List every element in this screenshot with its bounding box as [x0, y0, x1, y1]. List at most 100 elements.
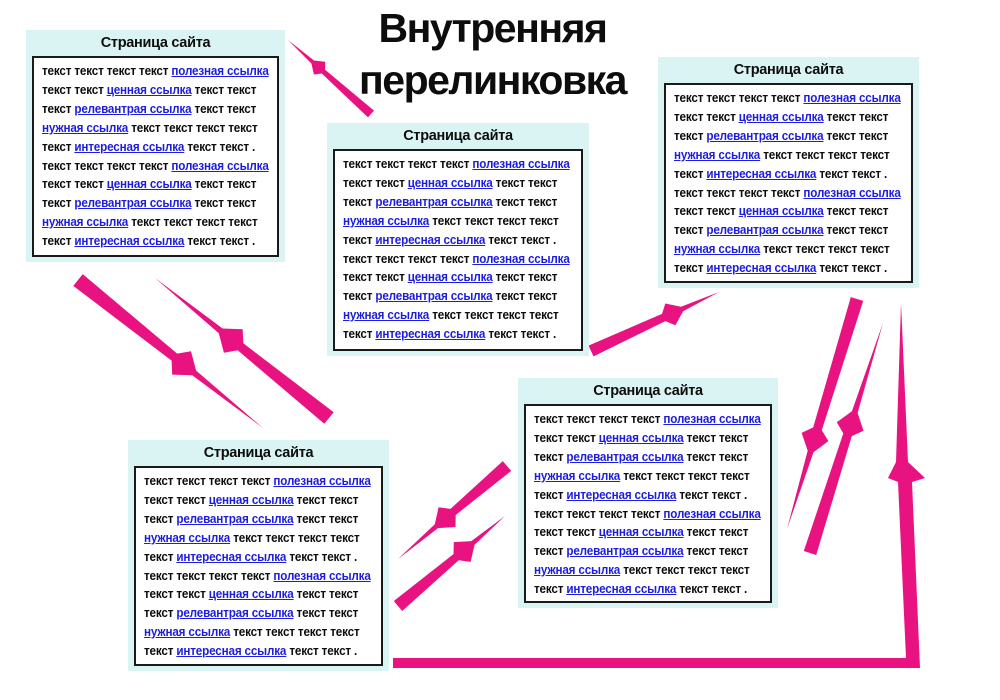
internal-link[interactable]: полезная ссылка [171, 157, 269, 173]
plain-text: текст [674, 222, 707, 238]
plain-text: текст текст текст текст [144, 473, 274, 488]
internal-link[interactable]: ценная ссылка [598, 429, 684, 445]
page-text-line: нужная ссылка текст текст текст текст [343, 212, 559, 231]
internal-link[interactable]: интересная ссылка [375, 326, 486, 342]
page-text-line: текст текст текст текст полезная ссылка [674, 89, 901, 108]
internal-link[interactable]: нужная ссылка [534, 467, 621, 483]
internal-link[interactable]: ценная ссылка [738, 108, 824, 124]
internal-link[interactable]: ценная ссылка [407, 269, 493, 285]
plain-text: текст текст текст текст [42, 157, 172, 173]
card-header: Страница сайта [403, 128, 513, 144]
plain-text: текст текст [293, 491, 359, 507]
link-arrow-page-bottom-left-to-page-top-left [155, 278, 334, 424]
page-text-line: текст интересная ссылка текст текст . [42, 232, 255, 251]
plain-text: текст текст . [184, 233, 256, 249]
plain-text: текст [534, 581, 567, 597]
plain-text: текст текст [534, 524, 599, 540]
internal-link[interactable]: полезная ссылка [803, 90, 901, 105]
internal-link[interactable]: интересная ссылка [566, 486, 677, 502]
internal-link[interactable]: релевантрая ссылка [375, 193, 493, 209]
plain-text: текст текст текст текст [230, 529, 360, 545]
internal-link[interactable]: ценная ссылка [598, 524, 684, 540]
internal-link[interactable]: релевантрая ссылка [566, 448, 684, 464]
page-text-line: текст интересная ссылка текст текст . [343, 325, 556, 344]
internal-link[interactable]: полезная ссылка [273, 567, 371, 583]
internal-link[interactable]: релевантрая ссылка [74, 195, 192, 211]
internal-link[interactable]: полезная ссылка [273, 473, 371, 488]
internal-link[interactable]: нужная ссылка [144, 624, 231, 640]
internal-link[interactable]: полезная ссылка [472, 250, 570, 266]
plain-text: текст текст [683, 543, 749, 559]
plain-text: текст текст . [286, 548, 358, 564]
internal-link[interactable]: интересная ссылка [176, 643, 287, 659]
plain-text: текст [343, 288, 376, 304]
internal-link[interactable]: нужная ссылка [343, 212, 430, 228]
plain-text: текст [42, 195, 75, 211]
internal-link[interactable]: полезная ссылка [663, 411, 761, 426]
page-text-line: нужная ссылка текст текст текст текст [42, 119, 258, 138]
internal-link[interactable]: интересная ссылка [706, 260, 817, 276]
internal-link[interactable]: полезная ссылка [171, 63, 269, 78]
internal-link[interactable]: релевантрая ссылка [176, 510, 294, 526]
internal-link[interactable]: нужная ссылка [674, 146, 761, 162]
internal-link[interactable]: нужная ссылка [674, 241, 761, 257]
plain-text: текст текст текст текст [128, 214, 258, 230]
plain-text: текст текст [683, 429, 749, 445]
page-text-line: текст текст ценная ссылка текст текст [674, 108, 888, 127]
internal-link[interactable]: релевантрая ссылка [74, 100, 192, 116]
plain-text: текст текст [343, 174, 408, 190]
page-text-line: текст интересная ссылка текст текст . [674, 259, 887, 278]
page-text-line: текст текст ценная ссылка текст текст [144, 491, 358, 510]
internal-link[interactable]: релевантрая ссылка [566, 543, 684, 559]
internal-link[interactable]: интересная ссылка [74, 233, 185, 249]
page-text-line: нужная ссылка текст текст текст текст [534, 561, 750, 580]
plain-text: текст текст [823, 108, 889, 124]
internal-link[interactable]: нужная ссылка [144, 529, 231, 545]
plain-text: текст текст [144, 491, 209, 507]
internal-link[interactable]: интересная ссылка [706, 165, 817, 181]
internal-link[interactable]: релевантрая ссылка [375, 288, 493, 304]
internal-link[interactable]: полезная ссылка [663, 505, 761, 521]
internal-link[interactable]: ценная ссылка [208, 586, 294, 602]
internal-link[interactable]: нужная ссылка [343, 307, 430, 323]
internal-link[interactable]: нужная ссылка [534, 562, 621, 578]
internal-link[interactable]: ценная ссылка [106, 176, 192, 192]
page-text-line: текст интересная ссылка текст текст . [674, 165, 887, 184]
internal-link[interactable]: полезная ссылка [472, 156, 570, 171]
internal-link[interactable]: нужная ссылка [42, 119, 129, 135]
plain-text: текст текст [674, 108, 739, 124]
site-page-card-page-top-right: Страница сайта текст текст текст текст п… [658, 57, 919, 288]
plain-text: текст текст текст текст [429, 212, 559, 228]
link-arrow-page-top-right-to-page-bottom-center [787, 297, 864, 529]
internal-link[interactable]: полезная ссылка [803, 184, 901, 200]
plain-text: текст текст . [485, 231, 557, 247]
card-header: Страница сайта [100, 35, 211, 51]
page-text-line: текст текст ценная ссылка текст текст [144, 585, 358, 604]
page-text-line: текст релевантрая ссылка текст текст [144, 510, 358, 529]
internal-link[interactable]: нужная ссылка [42, 214, 129, 230]
internal-link[interactable]: интересная ссылка [74, 138, 185, 154]
plain-text: текст текст [492, 288, 558, 304]
plain-text: текст текст [823, 222, 889, 238]
internal-link[interactable]: ценная ссылка [208, 491, 294, 507]
plain-text: текст [674, 127, 707, 143]
internal-link[interactable]: релевантрая ссылка [176, 605, 294, 621]
page-text-line: текст текст ценная ссылка текст текст [534, 523, 748, 542]
internal-link[interactable]: ценная ссылка [738, 203, 824, 219]
diagram-title-line2: перелинковка [359, 57, 627, 103]
internal-link[interactable]: релевантрая ссылка [706, 222, 824, 238]
plain-text: текст текст [683, 448, 749, 464]
plain-text: текст текст текст текст [760, 241, 890, 257]
plain-text: текст текст текст текст [620, 467, 750, 483]
internal-link[interactable]: интересная ссылка [176, 548, 287, 564]
plain-text: текст текст текст текст [674, 90, 804, 105]
internal-link[interactable]: релевантрая ссылка [706, 127, 824, 143]
internal-link[interactable]: ценная ссылка [106, 81, 192, 97]
internal-link[interactable]: интересная ссылка [566, 581, 677, 597]
plain-text: текст текст [492, 174, 558, 190]
page-text-line: нужная ссылка текст текст текст текст [534, 467, 750, 486]
internal-link[interactable]: ценная ссылка [407, 174, 493, 190]
card-body: текст текст текст текст полезная ссылка т… [134, 466, 383, 666]
internal-link[interactable]: интересная ссылка [375, 231, 486, 247]
